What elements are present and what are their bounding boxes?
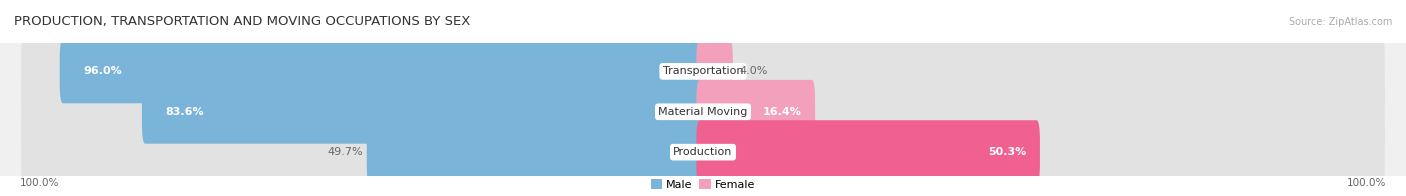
Text: 96.0%: 96.0% <box>83 66 122 76</box>
Text: Production: Production <box>673 147 733 157</box>
Text: 50.3%: 50.3% <box>988 147 1026 157</box>
FancyBboxPatch shape <box>21 106 1385 196</box>
FancyBboxPatch shape <box>696 120 1040 184</box>
FancyBboxPatch shape <box>59 39 706 103</box>
Text: Transportation: Transportation <box>662 66 744 76</box>
Text: Source: ZipAtlas.com: Source: ZipAtlas.com <box>1288 16 1392 27</box>
Text: 16.4%: 16.4% <box>763 107 801 117</box>
Text: Material Moving: Material Moving <box>658 107 748 117</box>
FancyBboxPatch shape <box>142 80 706 144</box>
FancyBboxPatch shape <box>21 25 1385 118</box>
Text: PRODUCTION, TRANSPORTATION AND MOVING OCCUPATIONS BY SEX: PRODUCTION, TRANSPORTATION AND MOVING OC… <box>14 15 471 28</box>
Text: 4.0%: 4.0% <box>740 66 768 76</box>
FancyBboxPatch shape <box>696 80 815 144</box>
FancyBboxPatch shape <box>367 120 706 184</box>
Text: 83.6%: 83.6% <box>165 107 204 117</box>
Legend: Male, Female: Male, Female <box>647 174 759 194</box>
Text: 49.7%: 49.7% <box>328 147 363 157</box>
FancyBboxPatch shape <box>696 39 733 103</box>
FancyBboxPatch shape <box>21 65 1385 158</box>
